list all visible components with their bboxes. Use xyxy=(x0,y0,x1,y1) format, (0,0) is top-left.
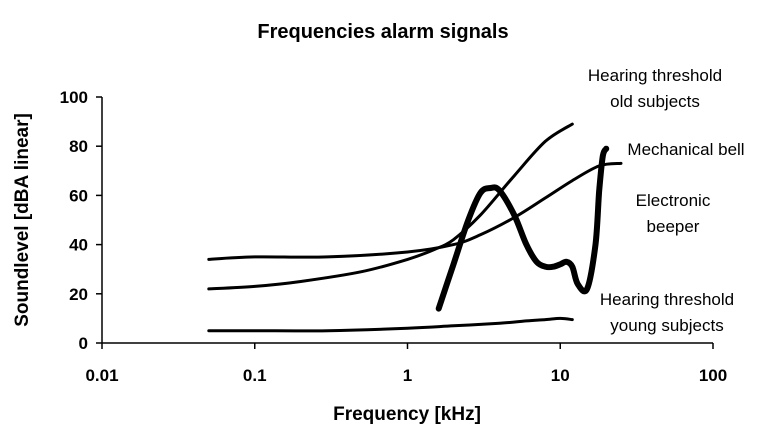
annotation-young-line-1: Hearing threshold xyxy=(600,290,734,309)
y-tick-label: 0 xyxy=(79,334,88,353)
y-tick-label: 20 xyxy=(69,285,88,304)
x-tick-label: 10 xyxy=(551,366,570,385)
chart-title: Frequencies alarm signals xyxy=(257,21,508,43)
annotation-beeper-line-2: beeper xyxy=(647,217,700,236)
annotation-old-line-1: Hearing threshold xyxy=(588,66,722,85)
annotation-bell: Mechanical bell xyxy=(627,140,744,159)
annotation-young: Hearing threshold young subjects xyxy=(600,290,734,335)
x-tick-label: 0.01 xyxy=(85,366,118,385)
y-tick-label: 80 xyxy=(69,137,88,156)
y-tick-label: 100 xyxy=(60,88,88,107)
series-line-0 xyxy=(207,122,574,291)
annotation-beeper: Electronic beeper xyxy=(636,191,711,236)
series-line-3 xyxy=(207,316,574,333)
tick-group: 0.01 0.1 1 10 100 0 20 40 60 80 100 xyxy=(60,88,728,385)
x-axis-label: Frequency [kHz] xyxy=(333,404,481,425)
x-tick-label: 0.1 xyxy=(243,366,267,385)
series-group xyxy=(207,122,623,333)
y-axis-label: Soundlevel [dBA linear] xyxy=(12,113,33,327)
annotation-beeper-line-1: Electronic xyxy=(636,191,711,210)
x-tick-label: 1 xyxy=(403,366,412,385)
annotation-old-line-2: old subjects xyxy=(610,92,700,111)
series-line-1 xyxy=(207,161,623,261)
annotation-young-line-2: young subjects xyxy=(610,316,723,335)
series-line-2 xyxy=(435,145,610,312)
y-tick-label: 60 xyxy=(69,186,88,205)
y-tick-label: 40 xyxy=(69,236,88,255)
x-tick-label: 100 xyxy=(699,366,727,385)
annotation-old: Hearing threshold old subjects xyxy=(588,66,722,111)
annotation-bell-line-1: Mechanical bell xyxy=(627,140,744,159)
